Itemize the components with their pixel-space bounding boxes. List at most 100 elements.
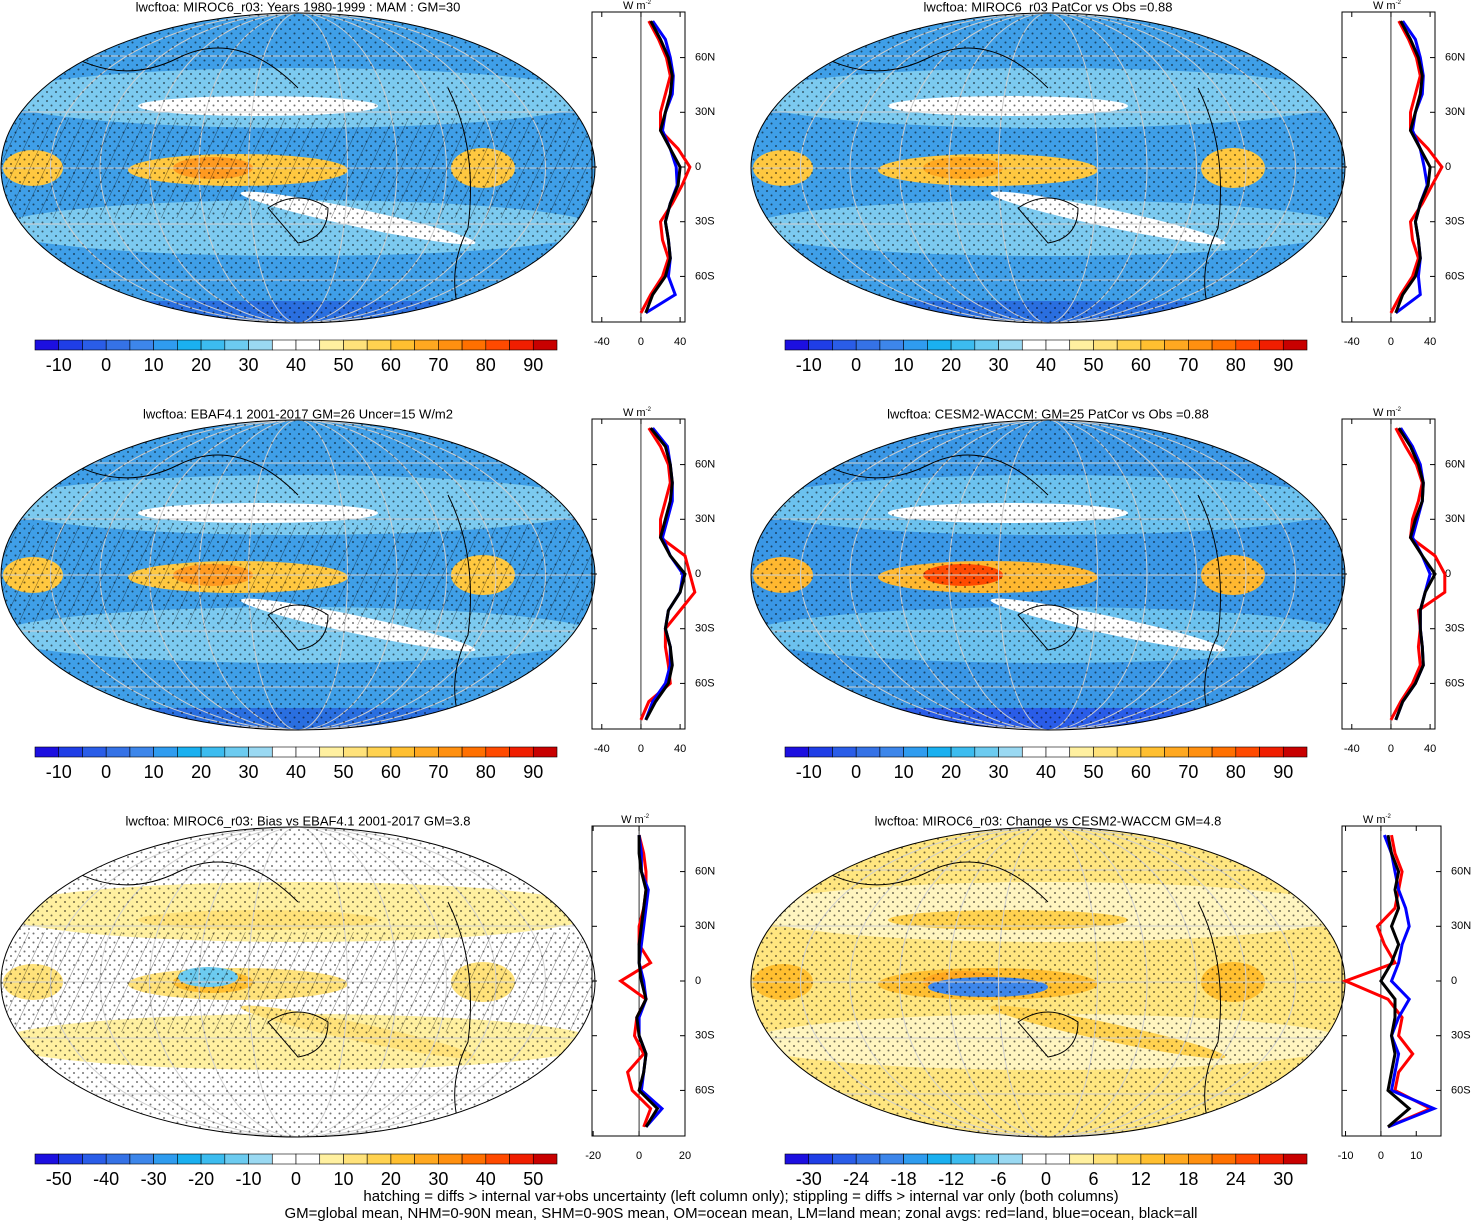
colorbar-label: 70 bbox=[1178, 762, 1198, 782]
x-tick-label: -40 bbox=[1344, 743, 1360, 755]
panel-title: lwcftoa: MIROC6_r03: Change vs CESM2-WAC… bbox=[875, 813, 1222, 828]
colorbar-label: 0 bbox=[101, 762, 111, 782]
colorbar-label: -10 bbox=[46, 355, 72, 375]
y-tick-label: 60N bbox=[695, 458, 715, 470]
colorbar-box bbox=[1282, 339, 1308, 351]
colorbar-label: 18 bbox=[1178, 1169, 1198, 1189]
colorbar-box bbox=[974, 746, 999, 758]
colorbar-box bbox=[224, 1153, 249, 1165]
colorbar-box bbox=[319, 339, 344, 351]
colorbar-box bbox=[1211, 1153, 1237, 1165]
colorbar-box bbox=[438, 1153, 463, 1165]
colorbar-box bbox=[927, 746, 952, 758]
colorbar-box bbox=[461, 746, 487, 758]
zonal-plot: W m-2 -40 0 40 60N 30N 0 30S 60S bbox=[1341, 0, 1465, 348]
colorbar-label: 30 bbox=[989, 355, 1009, 375]
unit-text: W m bbox=[623, 0, 646, 12]
unit-sup: -2 bbox=[646, 407, 652, 413]
colorbar-box bbox=[1211, 746, 1237, 758]
y-tick-label: 30S bbox=[1451, 1030, 1471, 1042]
colorbar-box bbox=[1021, 746, 1047, 758]
colorbar-box bbox=[808, 746, 833, 758]
colorbar-label: 40 bbox=[476, 1169, 496, 1189]
map-outline bbox=[0, 419, 596, 731]
map-outline bbox=[0, 826, 596, 1138]
colorbar-box bbox=[224, 339, 249, 351]
y-tick-label: 60N bbox=[695, 865, 715, 877]
colorbar-box bbox=[950, 1153, 976, 1165]
map-hatch bbox=[1, 525, 595, 625]
colorbar-box bbox=[903, 339, 928, 351]
colorbar-label: -18 bbox=[891, 1169, 917, 1189]
y-tick-label: 30N bbox=[695, 920, 715, 932]
colorbar-box bbox=[414, 1153, 439, 1165]
y-tick-label: 0 bbox=[1445, 568, 1451, 580]
colorbar-box bbox=[366, 339, 392, 351]
zonal-plot: W m-2 -20 0 20 60N 30N 0 30S 60S bbox=[585, 814, 715, 1162]
colorbar-box bbox=[248, 339, 273, 351]
unit-label: W m-2 bbox=[1373, 0, 1402, 12]
colorbar-box bbox=[319, 1153, 344, 1165]
colorbar-box bbox=[200, 339, 226, 351]
colorbar-box bbox=[1282, 746, 1308, 758]
colorbar-box bbox=[485, 339, 510, 351]
colorbar-label: 10 bbox=[144, 355, 164, 375]
colorbar-box bbox=[1188, 339, 1213, 351]
unit-text: W m bbox=[621, 814, 644, 826]
colorbar-label: -10 bbox=[796, 762, 822, 782]
footer-line: GM=global mean, NHM=0-90N mean, SHM=0-90… bbox=[284, 1205, 1197, 1221]
y-tick-label: 60S bbox=[1451, 1084, 1471, 1096]
colorbar-label: 70 bbox=[428, 355, 448, 375]
panel: lwcftoa: MIROC6_r03: Bias vs EBAF4.1 200… bbox=[0, 813, 715, 1189]
colorbar-box bbox=[34, 339, 60, 351]
unit-label: W m-2 bbox=[621, 814, 650, 826]
unit-sup: -2 bbox=[646, 0, 652, 6]
zonal-line bbox=[635, 835, 660, 1128]
colorbar-box bbox=[855, 746, 881, 758]
colorbar-box bbox=[438, 746, 463, 758]
colorbar-box bbox=[82, 339, 107, 351]
colorbar-box bbox=[105, 746, 131, 758]
y-tick-label: 60N bbox=[695, 51, 715, 63]
colorbar-box bbox=[414, 339, 439, 351]
map-coast bbox=[57, 454, 471, 716]
colorbar-box bbox=[832, 1153, 857, 1165]
zonal-plot: W m-2 -40 0 40 60N 30N 0 30S 60S bbox=[591, 0, 715, 348]
colorbar-label: 20 bbox=[191, 355, 211, 375]
colorbar-box bbox=[1259, 339, 1284, 351]
map-outline bbox=[750, 419, 1346, 731]
colorbar-box bbox=[1069, 339, 1094, 351]
colorbar-box bbox=[1140, 1153, 1165, 1165]
zonal-line bbox=[639, 20, 692, 314]
colorbar-box bbox=[366, 746, 392, 758]
colorbar-box bbox=[509, 1153, 534, 1165]
colorbar-box bbox=[1235, 339, 1260, 351]
colorbar-box bbox=[903, 1153, 928, 1165]
colorbar-box bbox=[343, 339, 368, 351]
map-coast bbox=[57, 47, 471, 309]
unit-label: W m-2 bbox=[623, 0, 652, 12]
colorbar-box bbox=[295, 1153, 321, 1165]
unit-label: W m-2 bbox=[1373, 407, 1402, 419]
colorbar-box bbox=[82, 746, 107, 758]
colorbar-box bbox=[808, 339, 833, 351]
map bbox=[1, 13, 595, 323]
colorbar-box bbox=[832, 339, 857, 351]
colorbar-box bbox=[1140, 339, 1165, 351]
y-tick-label: 30S bbox=[695, 623, 715, 635]
colorbar-box bbox=[1093, 746, 1118, 758]
y-tick-label: 0 bbox=[1445, 161, 1451, 173]
colorbar-box bbox=[153, 1153, 178, 1165]
colorbar-label: -20 bbox=[188, 1169, 214, 1189]
y-tick-label: 30N bbox=[1451, 920, 1471, 932]
colorbar-box bbox=[58, 339, 83, 351]
colorbar-label: 50 bbox=[333, 762, 353, 782]
zonal-plot: W m-2 -10 0 10 60N 30N 0 30S 60S bbox=[1338, 814, 1472, 1162]
colorbar-label: 20 bbox=[941, 762, 961, 782]
colorbar-box bbox=[153, 746, 178, 758]
colorbar-label: 50 bbox=[1083, 355, 1103, 375]
colorbar-label: 90 bbox=[523, 762, 543, 782]
colorbar-box bbox=[927, 1153, 952, 1165]
colorbar-box bbox=[177, 1153, 202, 1165]
colorbar-box bbox=[1259, 1153, 1284, 1165]
